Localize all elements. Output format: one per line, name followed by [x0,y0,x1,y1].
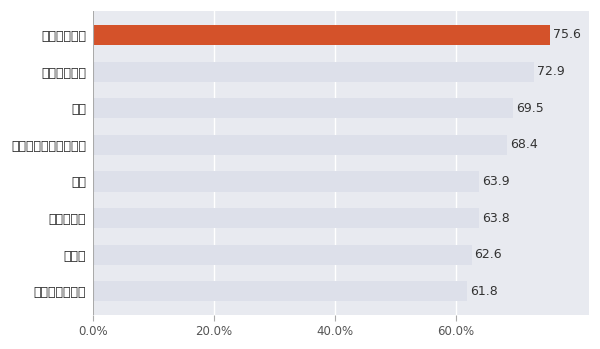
Bar [93,61,534,82]
Text: 63.9: 63.9 [482,175,510,188]
Bar [93,281,467,301]
Bar [93,135,506,155]
Bar [93,208,479,228]
Text: 63.8: 63.8 [482,211,509,224]
Bar [93,25,550,45]
Text: 72.9: 72.9 [537,65,565,78]
Bar [93,171,479,192]
Text: 75.6: 75.6 [553,29,581,42]
Text: 61.8: 61.8 [470,285,497,298]
Bar [93,98,514,118]
Text: 69.5: 69.5 [517,102,544,115]
Bar [93,245,472,265]
Text: 68.4: 68.4 [509,138,538,151]
Text: 62.6: 62.6 [475,248,502,261]
